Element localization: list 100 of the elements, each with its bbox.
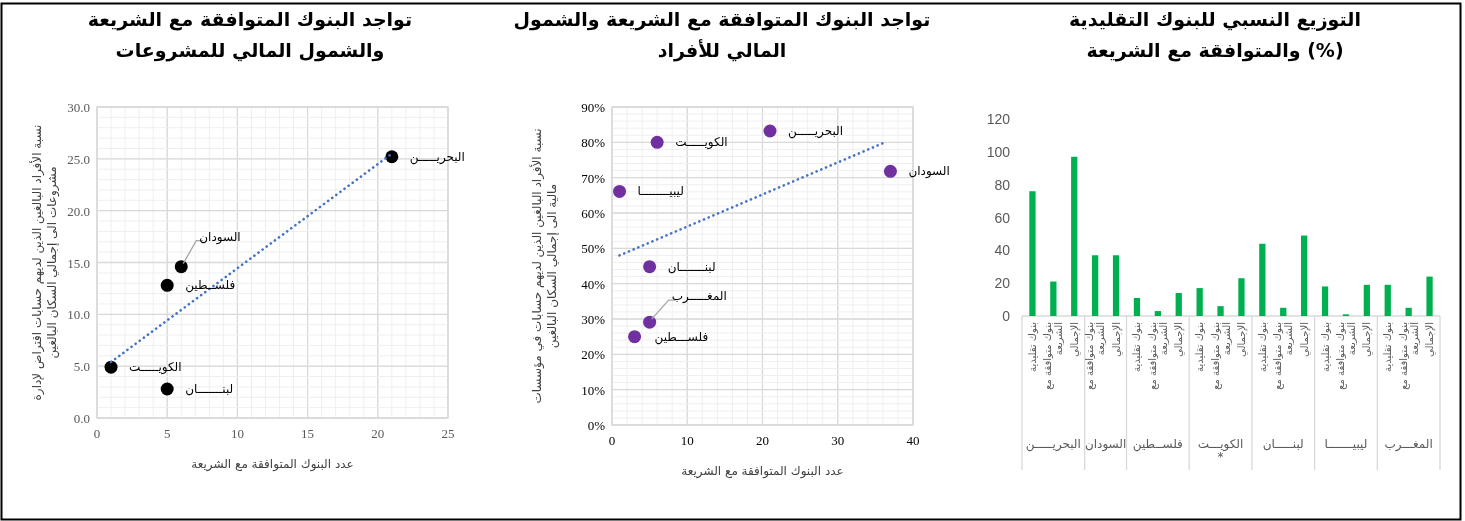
annotation: السودان xyxy=(908,164,950,180)
y-tick-label: 15.0 xyxy=(67,255,90,271)
y-tick-label: 30% xyxy=(581,312,606,327)
bar xyxy=(1405,307,1412,316)
x-axis-title: عدد البنوك المتوافقة مع الشريعة xyxy=(191,457,354,472)
annotation: فلســـطين xyxy=(654,329,709,345)
point xyxy=(613,184,627,198)
bar xyxy=(1196,288,1203,316)
x-tick-label: 20 xyxy=(756,433,769,448)
x-axis-title: عدد البنوك المتوافقة مع الشريعة xyxy=(681,464,844,479)
x-tick-label: بنوك تقليدية xyxy=(1026,322,1038,372)
bar xyxy=(1363,284,1370,316)
bar xyxy=(1259,243,1266,316)
text: السودان xyxy=(1084,437,1127,452)
y-tick-label: 0% xyxy=(587,418,606,433)
y-tick-label: 60% xyxy=(581,206,606,221)
y-tick-label: 70% xyxy=(581,170,606,186)
x-tick-label: الإجمالي xyxy=(1110,322,1123,357)
point xyxy=(160,382,174,396)
x-tick-label: الإجمالي xyxy=(1173,322,1186,357)
chart-title: تواجد البنوك المتوافقة مع الشريعة والشمول المالي للمشروعات xyxy=(87,8,413,62)
bar xyxy=(1133,297,1141,316)
x-tick-label: بنوك متوافقة مع الشريعة xyxy=(1397,322,1420,390)
y-tick-label: 20.0 xyxy=(67,203,90,219)
bar xyxy=(1280,307,1287,316)
x-tick-label: بنوك تقليدية xyxy=(1194,322,1206,372)
x-tick-label: 0 xyxy=(608,433,616,448)
annotation: لبنـــــــان xyxy=(185,381,234,396)
x-tick-label: 0 xyxy=(93,426,101,441)
text: ليبيـــــــا xyxy=(1324,437,1368,451)
y-tick-label: 50% xyxy=(581,241,606,257)
x-tick-label: 20 xyxy=(371,426,385,441)
point xyxy=(385,150,399,164)
bar xyxy=(1384,284,1391,316)
y-tick-label: 120 xyxy=(986,111,1011,127)
point xyxy=(643,260,657,274)
bar xyxy=(1029,191,1036,316)
x-tick-label: بنوك تقليدية xyxy=(1131,322,1143,372)
bar xyxy=(1301,235,1308,316)
point xyxy=(160,278,174,292)
x-tick-label: 5 xyxy=(163,426,171,441)
x-tick-label: بنوك متوافقة مع الشريعة xyxy=(1146,322,1169,390)
x-tick-label: الإجمالي xyxy=(1235,322,1248,357)
bar xyxy=(1426,276,1433,316)
x-tick-label: بنوك متوافقة مع الشريعة xyxy=(1334,322,1357,390)
text: فلســطين xyxy=(1132,437,1183,452)
x-tick-label: بنوك متوافقة مع الشريعة xyxy=(1209,322,1232,390)
chart-title: تواجد البنوك المتوافقة مع الشريعة والشمول المالي للأفراد xyxy=(513,8,931,62)
point xyxy=(174,260,188,274)
x-tick-label: 25 xyxy=(441,426,455,441)
y-tick-label: 5.0 xyxy=(73,359,90,375)
text: البحريـــــن xyxy=(1025,437,1081,452)
annotation: لبنـــــــان xyxy=(667,259,716,274)
text: لبنـــــان xyxy=(1262,437,1304,451)
y-axis-title: نسبة الأفراد البالغين الذين لديهم حسابات اقتراض لإدارة مشروعات الى إجمالي السكان البالغين xyxy=(28,124,60,401)
point xyxy=(883,164,897,178)
bar xyxy=(1092,255,1099,316)
y-tick-label: 60 xyxy=(994,209,1011,226)
y-axis-title: نسبة الأفراد البالغين الذين لديهم حسابات في مؤسسات مالية الى إجمالي السكان البالغين xyxy=(528,128,560,404)
y-tick-label: 10.0 xyxy=(67,307,90,323)
bar xyxy=(1321,286,1329,316)
x-tick-label: بنوك تقليدية xyxy=(1256,322,1268,372)
x-tick-label: بنوك تقليدية xyxy=(1319,322,1331,372)
annotation: البحريـــــن xyxy=(409,149,465,165)
point xyxy=(104,360,118,374)
bar xyxy=(1112,255,1120,316)
y-tick-label: 90% xyxy=(581,100,606,115)
x-tick-label: الإجمالي xyxy=(1298,322,1311,357)
y-tick-label: 30.0 xyxy=(67,100,90,115)
x-tick-label: بنوك متوافقة مع الشريعة xyxy=(1084,322,1107,390)
point xyxy=(643,315,657,329)
bar xyxy=(1238,278,1245,316)
bar xyxy=(1217,306,1224,316)
point xyxy=(650,135,664,149)
y-tick-label: 80 xyxy=(994,176,1011,193)
chart-title: التوزيع النسبي للبنوك التقليدية والمتوافقة مع الشريعة (%) xyxy=(1069,8,1361,62)
y-tick-label: 0.0 xyxy=(73,411,90,426)
point xyxy=(763,124,777,138)
annotation: السودان xyxy=(199,229,241,245)
x-tick-label: الإجمالي xyxy=(1068,322,1081,357)
bar xyxy=(1154,311,1161,316)
x-tick-label: 10 xyxy=(230,426,244,441)
annotation: فلســطين xyxy=(185,278,236,294)
annotation: المغـــــرب xyxy=(671,289,727,305)
annotation: الكويـــــت xyxy=(675,135,728,151)
y-tick-label: 25.0 xyxy=(67,151,90,167)
x-tick-label: بنوك متوافقة مع الشريعة xyxy=(1042,322,1065,390)
annotation: الكويـــــت xyxy=(129,360,182,376)
x-tick-label: الإجمالي xyxy=(1424,322,1437,357)
y-tick-label: 100 xyxy=(986,143,1011,160)
annotation: البحريـــــن xyxy=(788,124,844,140)
y-tick-label: 40 xyxy=(994,242,1011,259)
y-tick-label: 0 xyxy=(1002,308,1011,324)
point xyxy=(628,330,642,344)
y-tick-label: 10% xyxy=(581,382,606,398)
y-tick-label: 80% xyxy=(581,135,606,151)
x-tick-label: 15 xyxy=(301,426,315,441)
bar xyxy=(1071,156,1078,316)
text: المغـــرب xyxy=(1384,437,1433,452)
y-tick-label: 20% xyxy=(581,347,606,363)
